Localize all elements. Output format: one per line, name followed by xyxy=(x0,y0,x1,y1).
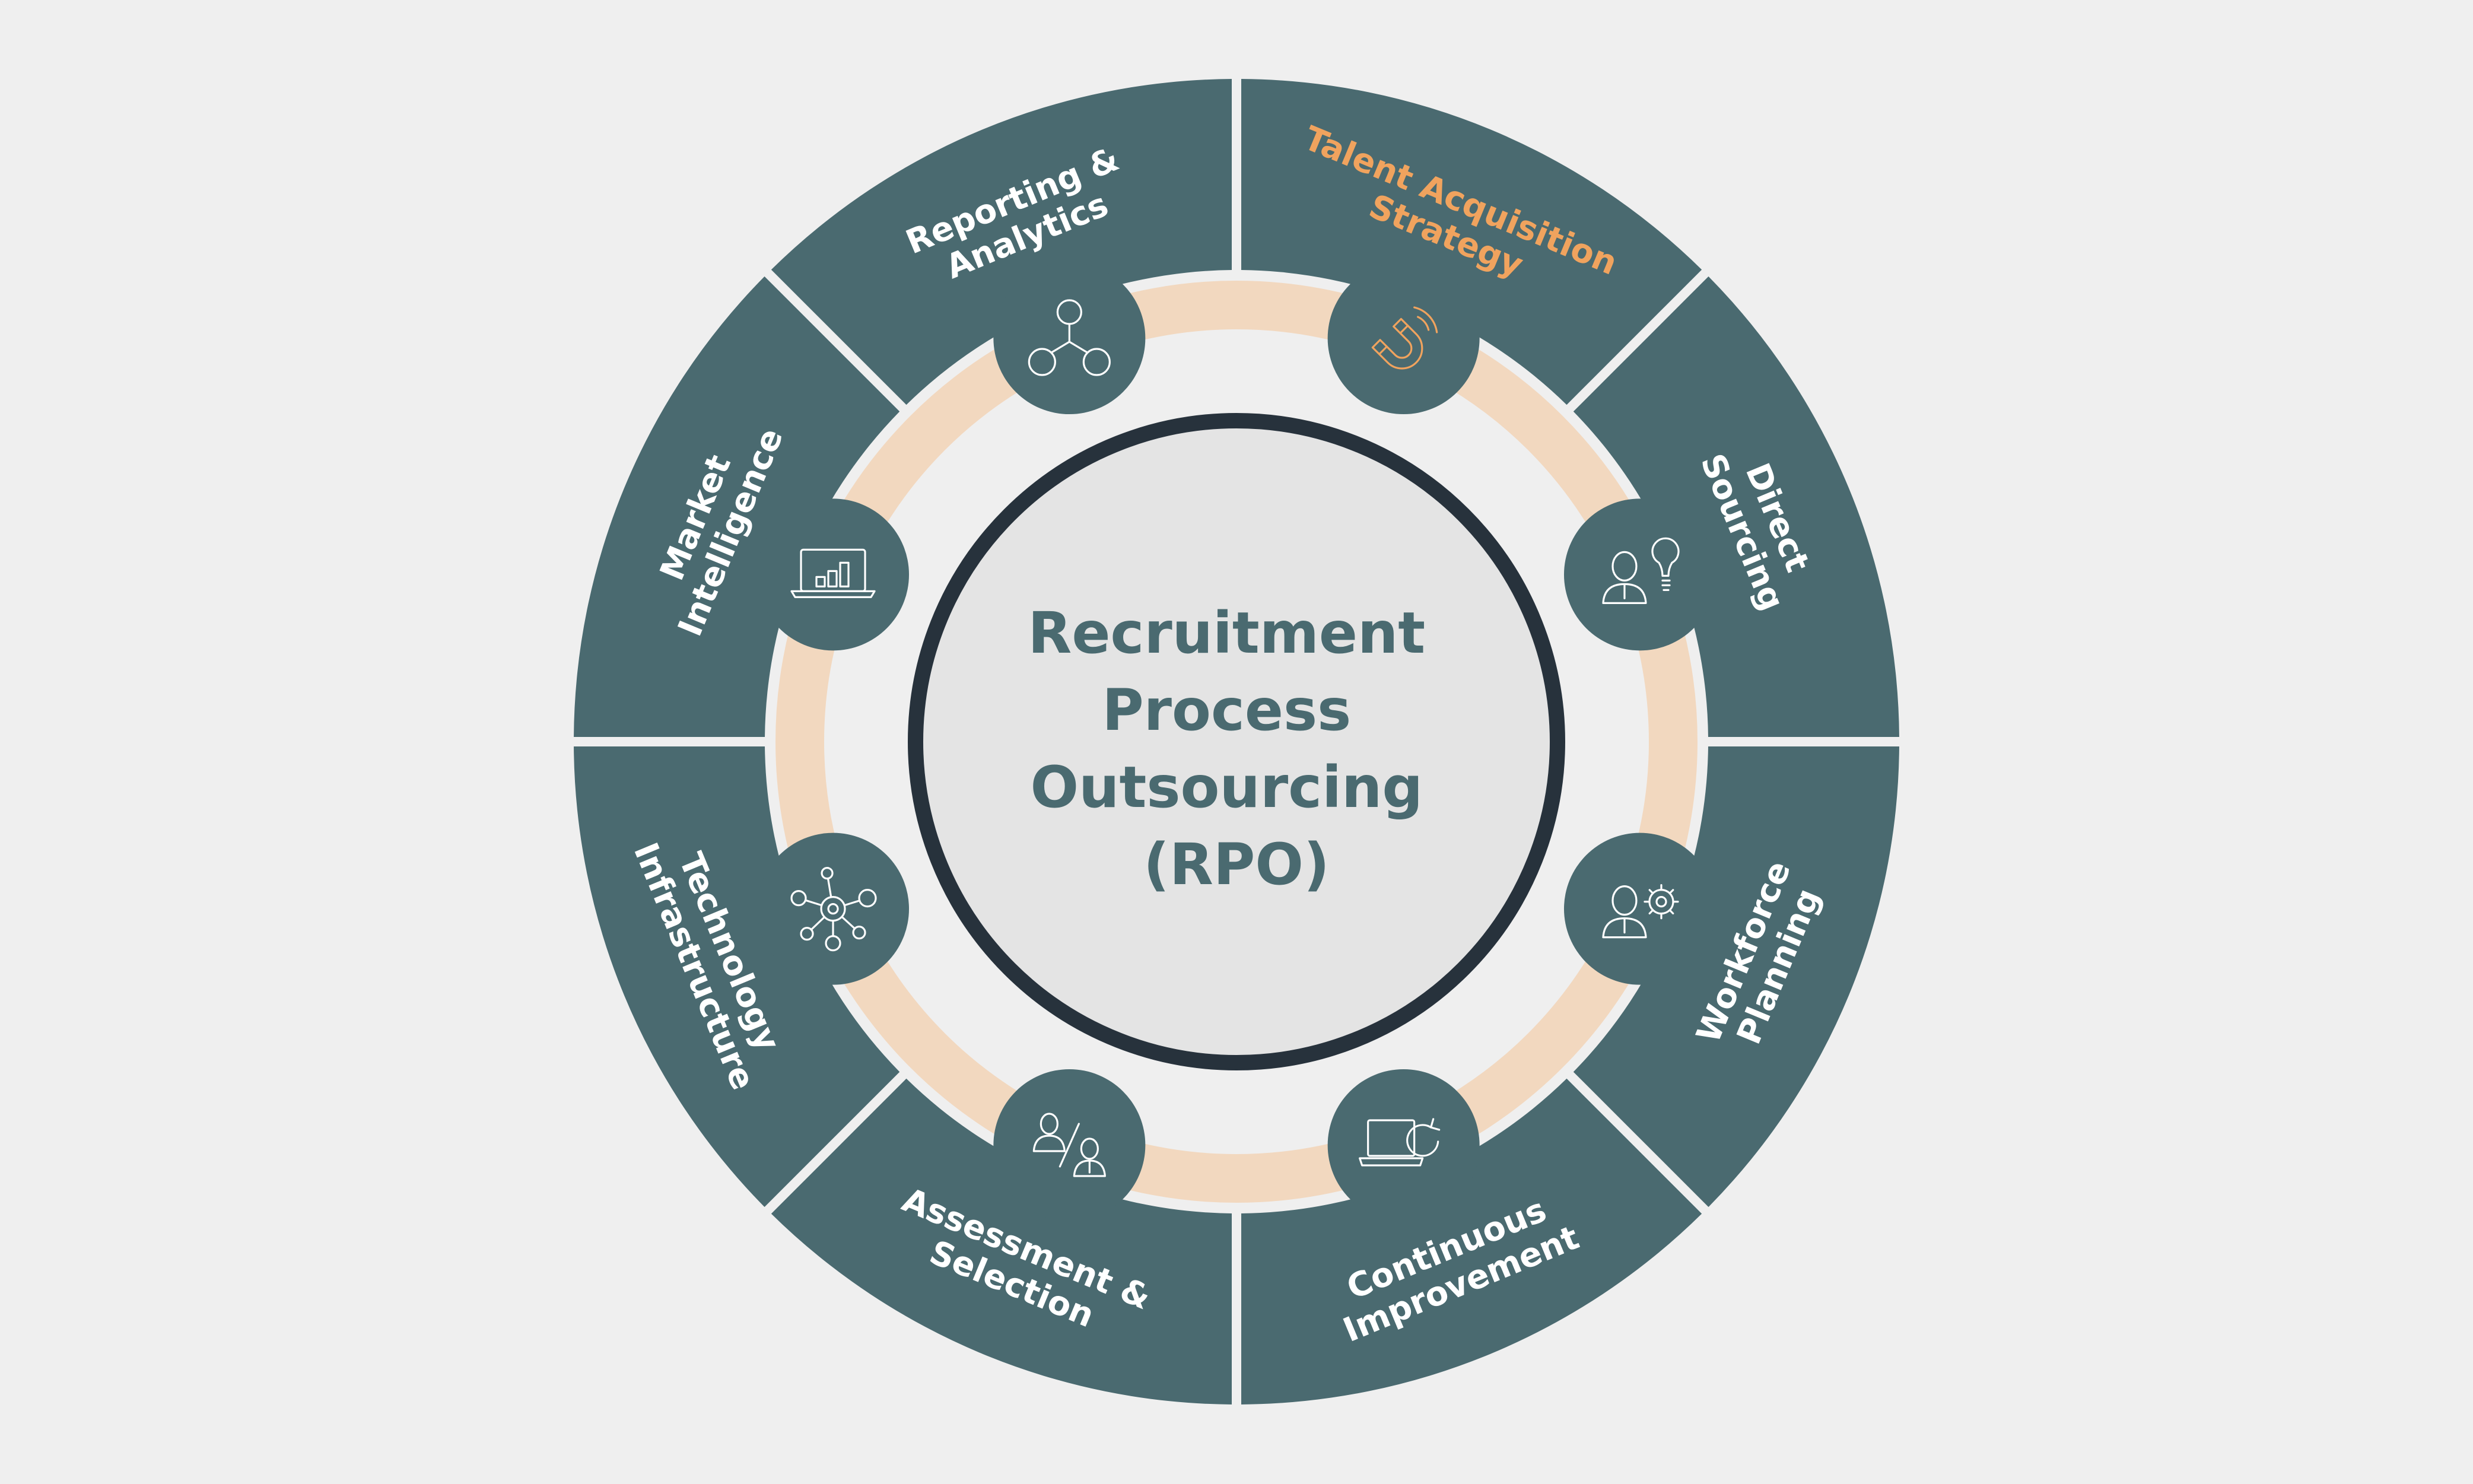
laptop-refresh-icon xyxy=(1359,1118,1441,1167)
outer-ring-segments: Talent AcquisitionStrategyDirectSourcing… xyxy=(574,79,1899,1404)
node-8 xyxy=(993,262,1146,415)
segment-8: Reporting &Analytics xyxy=(771,79,1232,405)
center-title-line-2: Process xyxy=(1102,677,1351,743)
icon-nodes xyxy=(757,262,1716,1221)
network-hub-icon xyxy=(790,867,877,952)
person-gear-icon xyxy=(1602,884,1679,939)
segment-3: WorkforcePlanning xyxy=(1573,746,1899,1207)
center-disc xyxy=(908,413,1565,1070)
segment-shape xyxy=(574,276,900,738)
segment-shape xyxy=(1573,746,1899,1207)
segment-shape xyxy=(574,746,900,1207)
node-circle xyxy=(1563,832,1716,985)
node-circle xyxy=(1563,498,1716,651)
node-6 xyxy=(757,832,910,985)
node-3 xyxy=(1563,832,1716,985)
laptop-chart-icon xyxy=(790,548,876,598)
center-title-line-3: Outsourcing xyxy=(1031,754,1423,821)
node-1 xyxy=(1327,262,1480,415)
node-circle xyxy=(1327,1069,1480,1221)
segment-shape xyxy=(1241,1078,1702,1404)
center-title-line-4: (RPO) xyxy=(1143,831,1330,898)
node-7 xyxy=(757,498,910,651)
person-lightbulb-icon xyxy=(1602,537,1680,604)
node-circle xyxy=(757,832,910,985)
node-tree-icon xyxy=(1028,299,1111,376)
segment-shape xyxy=(771,1078,1232,1404)
segment-2: DirectSourcing xyxy=(1573,276,1899,738)
node-circle xyxy=(757,498,910,651)
segment-shape xyxy=(1241,79,1702,405)
people-compare-icon xyxy=(1032,1113,1106,1177)
node-circle xyxy=(1327,262,1480,415)
segment-shape xyxy=(1573,276,1899,738)
magnet-icon xyxy=(1371,306,1438,370)
inner-track-ring xyxy=(775,281,1698,1203)
segment-shape xyxy=(771,79,1232,405)
center-title: Recruitment Process Outsourcing (RPO) xyxy=(1028,600,1445,898)
segment-7: MarketIntelligence xyxy=(574,276,900,738)
segment-6: TechnologyInfrastructure xyxy=(574,746,900,1207)
center-title-line-1: Recruitment xyxy=(1028,600,1425,666)
node-5 xyxy=(993,1069,1146,1221)
segment-4: ContinuousImprovement xyxy=(1241,1078,1702,1404)
node-2 xyxy=(1563,498,1716,651)
node-4 xyxy=(1327,1069,1480,1221)
